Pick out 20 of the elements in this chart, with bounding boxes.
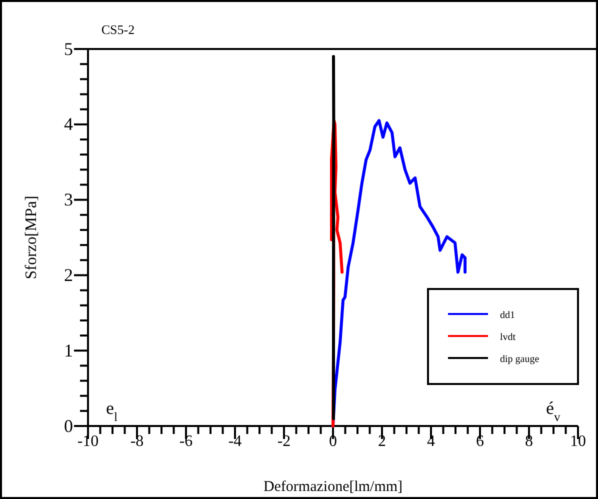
y-tick-label: 5: [64, 38, 73, 59]
annotation: e$_{l}$: [106, 398, 118, 424]
y-axis-title: Sforzo[MPa]: [23, 196, 40, 280]
x-axis-title: Deformazione[lm/mm]: [263, 479, 403, 495]
y-tick-label: 1: [64, 340, 73, 360]
y-tick-label: 2: [64, 264, 73, 285]
legend-label: dd1: [500, 310, 515, 321]
legend-label: lvdt: [500, 332, 516, 343]
x-tick-label: 10: [570, 433, 586, 450]
x-tick-label: 8: [525, 433, 533, 450]
y-tick-label: 3: [64, 190, 73, 210]
y-tick-label: 0: [64, 416, 73, 436]
x-tick-label: -4: [228, 433, 242, 450]
chart-title: CS5-2: [101, 22, 135, 37]
legend-label: dip gauge: [500, 354, 540, 365]
x-tick-label: -10: [77, 433, 99, 450]
annotation: é$_{v}$: [546, 398, 561, 424]
line-series: [332, 55, 336, 420]
y-tick-label: 4: [64, 114, 73, 134]
x-tick-label: 0: [329, 433, 337, 450]
